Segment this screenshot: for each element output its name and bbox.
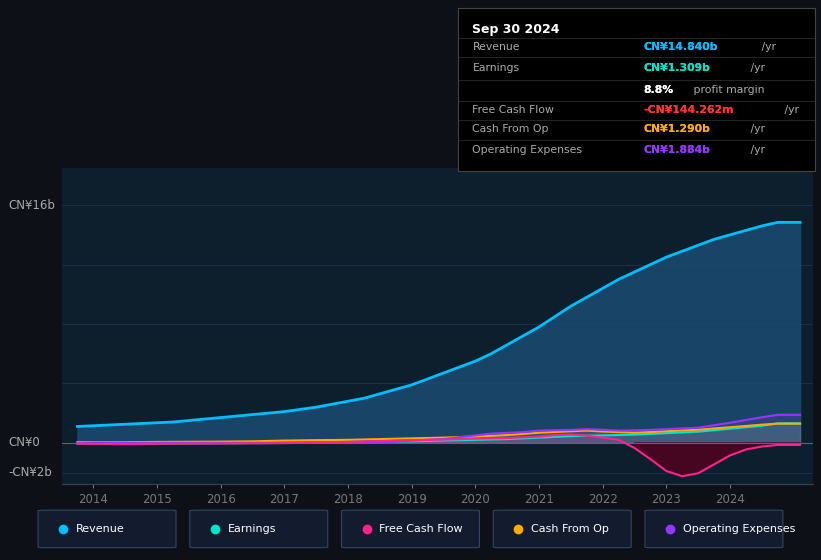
Text: Operating Expenses: Operating Expenses <box>472 144 582 155</box>
Text: CN¥1.290b: CN¥1.290b <box>644 124 711 134</box>
Text: -CN¥144.262m: -CN¥144.262m <box>644 105 734 115</box>
Text: 8.8%: 8.8% <box>644 86 674 95</box>
FancyBboxPatch shape <box>645 510 783 548</box>
Text: CN¥14.840b: CN¥14.840b <box>644 43 718 53</box>
Text: CN¥1.290b: CN¥1.290b <box>644 124 711 134</box>
Text: Free Cash Flow: Free Cash Flow <box>472 105 554 115</box>
Text: Free Cash Flow: Free Cash Flow <box>379 524 463 534</box>
Text: CN¥16b: CN¥16b <box>8 199 55 212</box>
Text: -CN¥144.262m: -CN¥144.262m <box>644 105 734 115</box>
Text: Operating Expenses: Operating Expenses <box>683 524 796 534</box>
Text: -CN¥2b: -CN¥2b <box>8 466 52 479</box>
FancyBboxPatch shape <box>38 510 176 548</box>
FancyBboxPatch shape <box>342 510 479 548</box>
Text: /yr: /yr <box>746 124 764 134</box>
FancyBboxPatch shape <box>493 510 631 548</box>
Text: CN¥14.840b: CN¥14.840b <box>644 43 718 53</box>
Text: CN¥1.884b: CN¥1.884b <box>644 144 711 155</box>
Text: CN¥0: CN¥0 <box>8 436 40 449</box>
Text: profit margin: profit margin <box>690 86 764 95</box>
Text: /yr: /yr <box>781 105 799 115</box>
Text: /yr: /yr <box>746 144 764 155</box>
Text: 8.8%: 8.8% <box>644 86 674 95</box>
Text: CN¥1.309b: CN¥1.309b <box>644 63 711 73</box>
Text: Revenue: Revenue <box>472 43 520 53</box>
Text: Revenue: Revenue <box>76 524 125 534</box>
Text: CN¥1.884b: CN¥1.884b <box>644 144 711 155</box>
FancyBboxPatch shape <box>190 510 328 548</box>
Text: Cash From Op: Cash From Op <box>472 124 549 134</box>
Text: /yr: /yr <box>746 63 764 73</box>
Text: Sep 30 2024: Sep 30 2024 <box>472 23 560 36</box>
Text: Earnings: Earnings <box>472 63 520 73</box>
Text: CN¥1.309b: CN¥1.309b <box>644 63 711 73</box>
Text: Cash From Op: Cash From Op <box>531 524 609 534</box>
Text: /yr: /yr <box>758 43 776 53</box>
Text: Earnings: Earnings <box>227 524 276 534</box>
